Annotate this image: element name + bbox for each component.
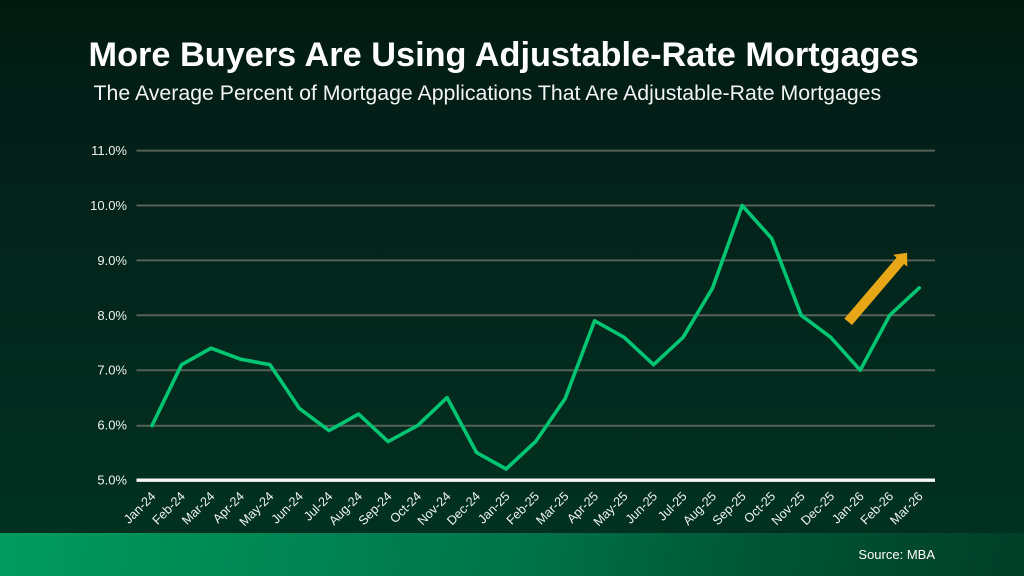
svg-text:Dec-24: Dec-24 <box>444 489 483 528</box>
svg-text:6.0%: 6.0% <box>97 418 127 433</box>
svg-text:Dec-25: Dec-25 <box>798 489 837 528</box>
svg-text:Sep-24: Sep-24 <box>356 489 395 528</box>
svg-text:Mar-25: Mar-25 <box>533 489 571 527</box>
svg-text:7.0%: 7.0% <box>97 363 127 378</box>
svg-text:10.0%: 10.0% <box>90 198 127 213</box>
svg-text:Sep-25: Sep-25 <box>710 489 749 528</box>
svg-text:Jun-24: Jun-24 <box>269 489 306 526</box>
svg-text:9.0%: 9.0% <box>97 253 127 268</box>
svg-text:Jun-25: Jun-25 <box>623 489 660 526</box>
svg-text:Mar-24: Mar-24 <box>179 489 217 527</box>
svg-text:8.0%: 8.0% <box>97 308 127 323</box>
svg-text:Mar-26: Mar-26 <box>887 489 925 527</box>
svg-text:11.0%: 11.0% <box>91 143 127 158</box>
svg-text:5.0%: 5.0% <box>97 473 127 488</box>
